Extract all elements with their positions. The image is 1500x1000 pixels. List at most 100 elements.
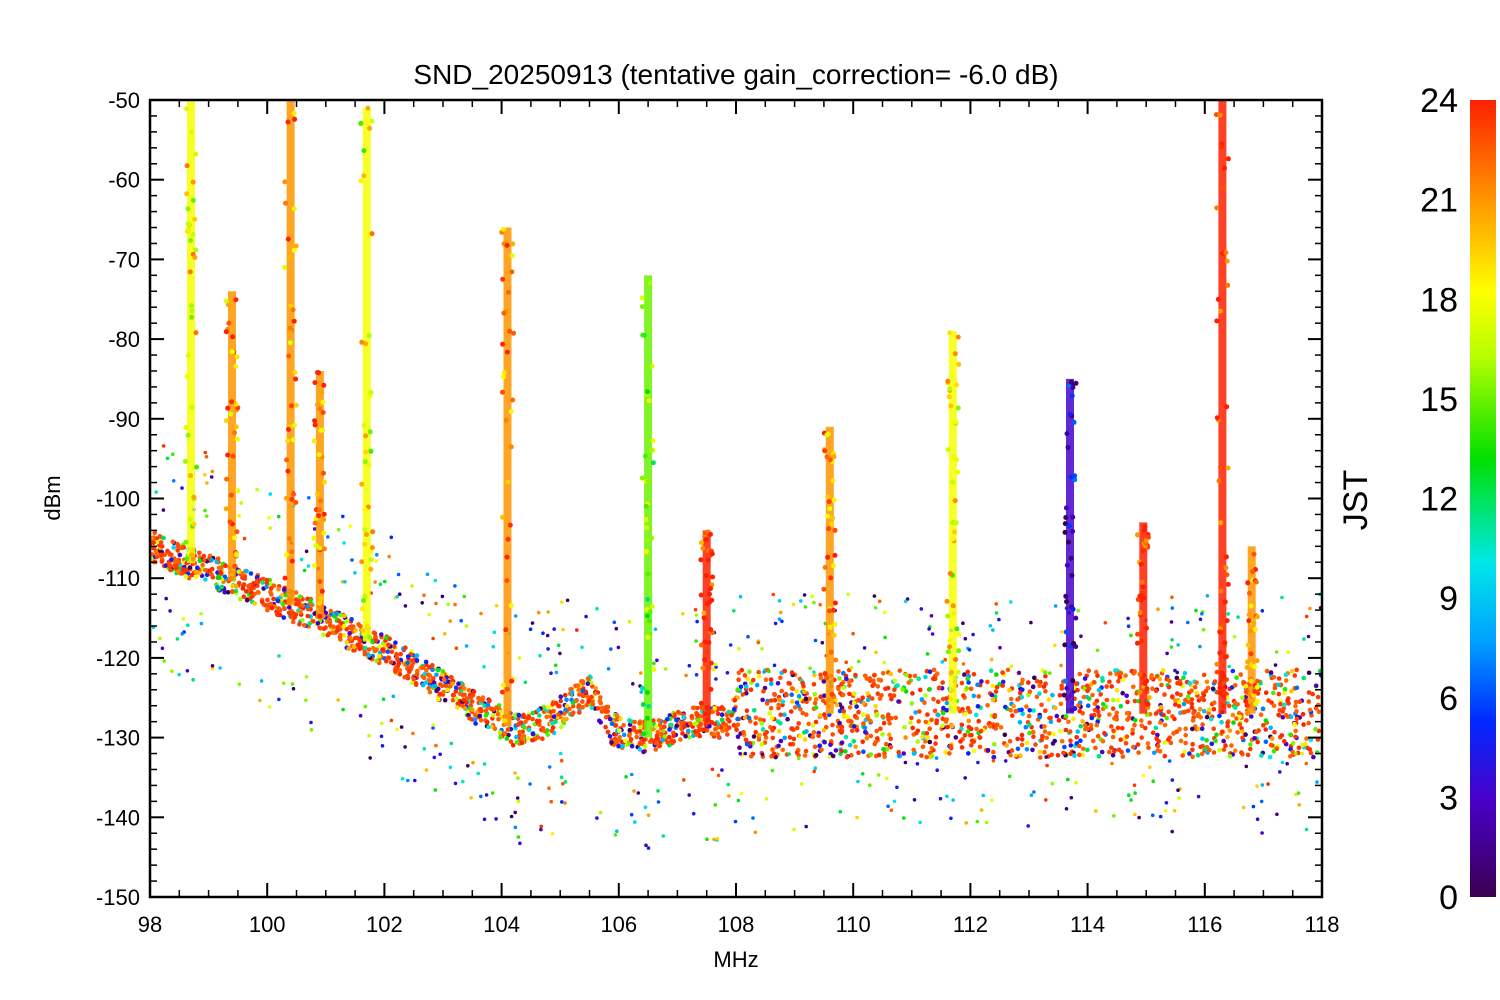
noise-point (518, 720, 524, 725)
noise-point (1189, 701, 1195, 707)
outlier-point (464, 644, 469, 648)
signal-point (1253, 701, 1258, 707)
noise-point (1240, 729, 1245, 734)
noise-point (621, 723, 626, 728)
noise-point (845, 714, 850, 720)
noise-point (374, 658, 380, 664)
signal-point (829, 691, 835, 697)
outlier-point (940, 660, 945, 664)
signal-point (366, 462, 372, 468)
noise-point (341, 623, 347, 629)
noise-point (867, 676, 873, 681)
noise-point (159, 559, 165, 564)
noise-point (780, 747, 786, 753)
noise-point (556, 703, 561, 709)
noise-point (276, 606, 281, 611)
signal-point (699, 705, 705, 711)
signal-point (1139, 638, 1145, 644)
outlier-point (170, 669, 174, 673)
noise-point (1023, 724, 1029, 730)
signal-point (1068, 474, 1074, 480)
signal-point (644, 690, 650, 696)
y-axis: -50-60-70-80-90-100-110-120-130-140-150 (96, 88, 1322, 910)
outlier-point (1164, 801, 1169, 805)
noise-point (265, 597, 270, 603)
noise-point (260, 580, 265, 585)
noise-point (940, 710, 946, 716)
noise-point (1289, 668, 1295, 674)
outlier-point (1059, 663, 1063, 668)
noise-point (1104, 684, 1109, 689)
noise-point (1221, 738, 1226, 744)
outlier-point (379, 734, 384, 739)
noise-point (839, 724, 845, 730)
noise-point (244, 568, 249, 574)
noise-point (1000, 683, 1005, 688)
outlier-point (291, 686, 296, 691)
signal-point (1247, 628, 1253, 634)
signal-point (233, 363, 239, 369)
noise-point (1190, 718, 1196, 723)
noise-point (248, 571, 254, 576)
noise-point (1048, 715, 1053, 721)
signal-point (954, 626, 960, 632)
noise-point (623, 738, 628, 743)
noise-point (1207, 747, 1212, 753)
noise-point (878, 726, 883, 732)
outlier-point (312, 527, 317, 531)
noise-point (1110, 706, 1116, 711)
noise-point (172, 559, 178, 565)
noise-point (940, 716, 945, 721)
outlier-point (1079, 634, 1083, 638)
outlier-point (945, 794, 949, 799)
noise-point (969, 743, 974, 748)
outlier-point (780, 619, 784, 624)
noise-point (237, 596, 243, 602)
outlier-point (482, 817, 487, 822)
outlier-point (963, 776, 967, 780)
signal-point (956, 648, 962, 654)
noise-point (1190, 754, 1195, 760)
noise-point (1201, 708, 1207, 714)
outlier-point (379, 721, 384, 726)
signal-point (1143, 538, 1149, 544)
signal-point (1252, 664, 1258, 670)
outlier-point (846, 592, 850, 597)
plot-frame (148, 98, 1324, 899)
signal-point (500, 341, 506, 347)
outlier-point (1044, 755, 1048, 759)
signal-point (707, 599, 713, 605)
outlier-point (860, 772, 865, 776)
noise-point (167, 562, 172, 567)
noise-point (321, 632, 326, 637)
noise-point (256, 590, 261, 595)
outlier-point (515, 796, 520, 800)
noise-point (397, 672, 403, 677)
outlier-point (1127, 793, 1131, 797)
noise-point (605, 729, 611, 735)
noise-point (789, 686, 795, 691)
noise-point (236, 569, 241, 574)
signal-point (1251, 620, 1257, 626)
noise-point (1282, 702, 1287, 708)
signal-point (1069, 707, 1075, 713)
outlier-point (1278, 770, 1282, 774)
signal-point (1214, 661, 1220, 667)
signal-point (364, 532, 369, 537)
signal-point (1225, 581, 1231, 587)
noise-point (193, 574, 199, 579)
signal-point (229, 399, 235, 405)
noise-point (621, 732, 627, 738)
outlier-point (1273, 663, 1278, 667)
signal-point (643, 517, 649, 523)
noise-point (768, 705, 774, 711)
noise-point (203, 568, 208, 573)
noise-point (1080, 719, 1085, 724)
noise-point (736, 677, 741, 682)
noise-point (1204, 738, 1209, 743)
signal-point (1070, 606, 1076, 612)
noise-point (874, 711, 880, 717)
noise-point (1288, 732, 1293, 737)
outlier-point (1150, 813, 1155, 818)
noise-point (1315, 694, 1321, 700)
